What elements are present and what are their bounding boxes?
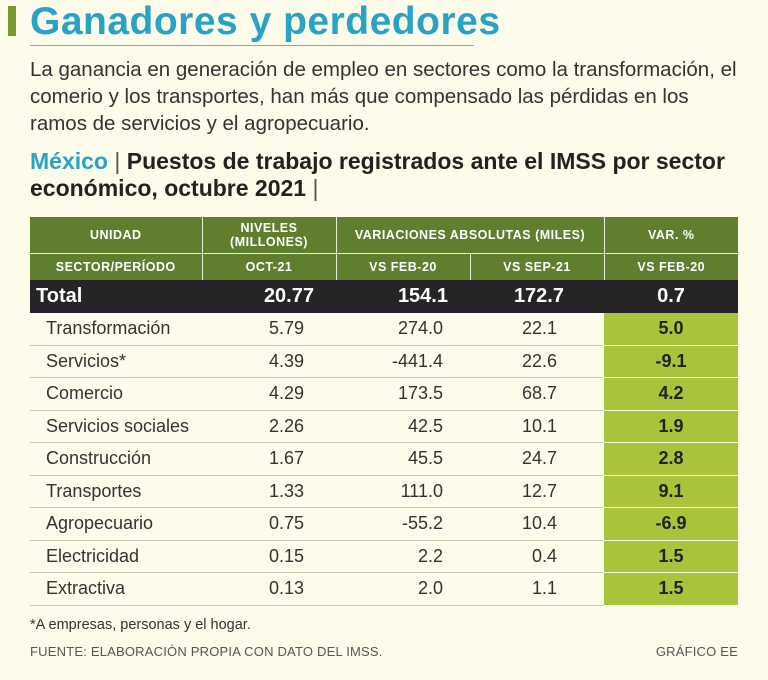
total-row: Total 20.77 154.1 172.7 0.7 (30, 280, 738, 313)
row-sector: Servicios* (30, 345, 202, 378)
row-pct: -6.9 (604, 507, 738, 541)
header-unidad: UNIDAD (30, 217, 202, 254)
row-pct: 1.5 (604, 540, 738, 573)
row-vs-feb: -55.2 (336, 507, 470, 541)
header-var-pct: VAR. % (603, 217, 738, 254)
country-label: México (30, 148, 108, 174)
row-pct: 1.5 (604, 572, 738, 606)
header-vs-feb: VS FEB-20 (335, 253, 470, 280)
header-vs-sep: VS SEP-21 (469, 253, 604, 280)
table-row: Construcción 1.67 45.5 24.7 2.8 (30, 442, 738, 476)
chart-title-text: Puestos de trabajo registrados ante el I… (30, 148, 725, 201)
source-note: FUENTE: ELABORACIÓN PROPIA CON DATO DEL … (30, 644, 383, 659)
row-vs-sep: 22.6 (470, 345, 604, 378)
row-vs-feb: 45.5 (336, 442, 470, 476)
accent-bar (8, 6, 16, 36)
row-nivel: 1.67 (202, 442, 336, 476)
table-row: Servicios* 4.39 -441.4 22.6 -9.1 (30, 345, 738, 378)
row-pct: 2.8 (604, 442, 738, 476)
row-vs-feb: -441.4 (336, 345, 470, 378)
row-pct: 9.1 (604, 475, 738, 508)
row-nivel: 5.79 (202, 313, 336, 346)
row-sector: Electricidad (30, 540, 202, 573)
table-row: Transportes 1.33 111.0 12.7 9.1 (30, 475, 738, 508)
row-vs-sep: 12.7 (470, 475, 604, 508)
header-row-top: UNIDAD NIVELES (MILLONES) VARIACIONES AB… (30, 217, 738, 254)
data-table: UNIDAD NIVELES (MILLONES) VARIACIONES AB… (30, 217, 738, 606)
table-row: Agropecuario 0.75 -55.2 10.4 -6.9 (30, 507, 738, 541)
row-nivel: 4.39 (202, 345, 336, 378)
row-vs-sep: 68.7 (470, 377, 604, 411)
row-sector: Extractiva (30, 572, 202, 606)
subtitle: La ganancia en generación de empleo en s… (30, 58, 737, 135)
header-variaciones: VARIACIONES ABSOLUTAS (MILES) (335, 217, 604, 254)
row-nivel: 0.75 (202, 507, 336, 541)
footnote: *A empresas, personas y el hogar. (30, 617, 251, 633)
title-separator-end: | (312, 175, 319, 201)
title-rule (30, 45, 474, 46)
header-niveles-label: NIVELES (240, 221, 298, 235)
total-nivel: 20.77 (202, 280, 336, 313)
total-pct: 0.7 (604, 280, 738, 313)
table-row: Electricidad 0.15 2.2 0.4 1.5 (30, 540, 738, 573)
row-vs-feb: 111.0 (336, 475, 470, 508)
row-sector: Transformación (30, 313, 202, 346)
row-nivel: 0.15 (202, 540, 336, 573)
table-row: Servicios sociales 2.26 42.5 10.1 1.9 (30, 410, 738, 443)
row-vs-feb: 274.0 (336, 313, 470, 346)
header-oct: OCT-21 (201, 253, 336, 280)
total-vs-sep: 172.7 (470, 280, 604, 313)
row-vs-sep: 1.1 (470, 572, 604, 606)
header-row-bottom: SECTOR/PERÍODO OCT-21 VS FEB-20 VS SEP-2… (30, 253, 738, 280)
row-pct: 5.0 (604, 313, 738, 346)
row-vs-feb: 42.5 (336, 410, 470, 443)
row-vs-sep: 22.1 (470, 313, 604, 346)
row-sector: Comercio (30, 377, 202, 411)
row-sector: Transportes (30, 475, 202, 508)
total-label: Total (30, 280, 202, 313)
row-sector: Agropecuario (30, 507, 202, 541)
table-row: Extractiva 0.13 2.0 1.1 1.5 (30, 572, 738, 606)
row-sector: Construcción (30, 442, 202, 476)
row-sector: Servicios sociales (30, 410, 202, 443)
row-pct: 1.9 (604, 410, 738, 443)
row-pct: 4.2 (604, 377, 738, 411)
header-millones-label: (MILLONES) (230, 235, 308, 249)
row-nivel: 2.26 (202, 410, 336, 443)
row-nivel: 1.33 (202, 475, 336, 508)
table-row: Comercio 4.29 173.5 68.7 4.2 (30, 377, 738, 411)
header-niveles: NIVELES (MILLONES) (201, 217, 336, 254)
row-vs-feb: 2.0 (336, 572, 470, 606)
chart-title: México | Puestos de trabajo registrados … (30, 148, 750, 202)
row-nivel: 4.29 (202, 377, 336, 411)
row-pct: -9.1 (604, 345, 738, 378)
row-vs-feb: 173.5 (336, 377, 470, 411)
header-vs-feb-pct: VS FEB-20 (603, 253, 738, 280)
header-sector: SECTOR/PERÍODO (30, 253, 202, 280)
row-vs-sep: 10.1 (470, 410, 604, 443)
row-vs-sep: 10.4 (470, 507, 604, 541)
row-vs-sep: 0.4 (470, 540, 604, 573)
title-separator: | (114, 148, 121, 174)
row-vs-sep: 24.7 (470, 442, 604, 476)
total-vs-feb: 154.1 (336, 280, 470, 313)
graphic-credit: GRÁFICO EE (655, 644, 738, 659)
table-row: Transformación 5.79 274.0 22.1 5.0 (30, 313, 738, 346)
row-vs-feb: 2.2 (336, 540, 470, 573)
page-title: Ganadores y perdedores (30, 0, 501, 43)
row-nivel: 0.13 (202, 572, 336, 606)
